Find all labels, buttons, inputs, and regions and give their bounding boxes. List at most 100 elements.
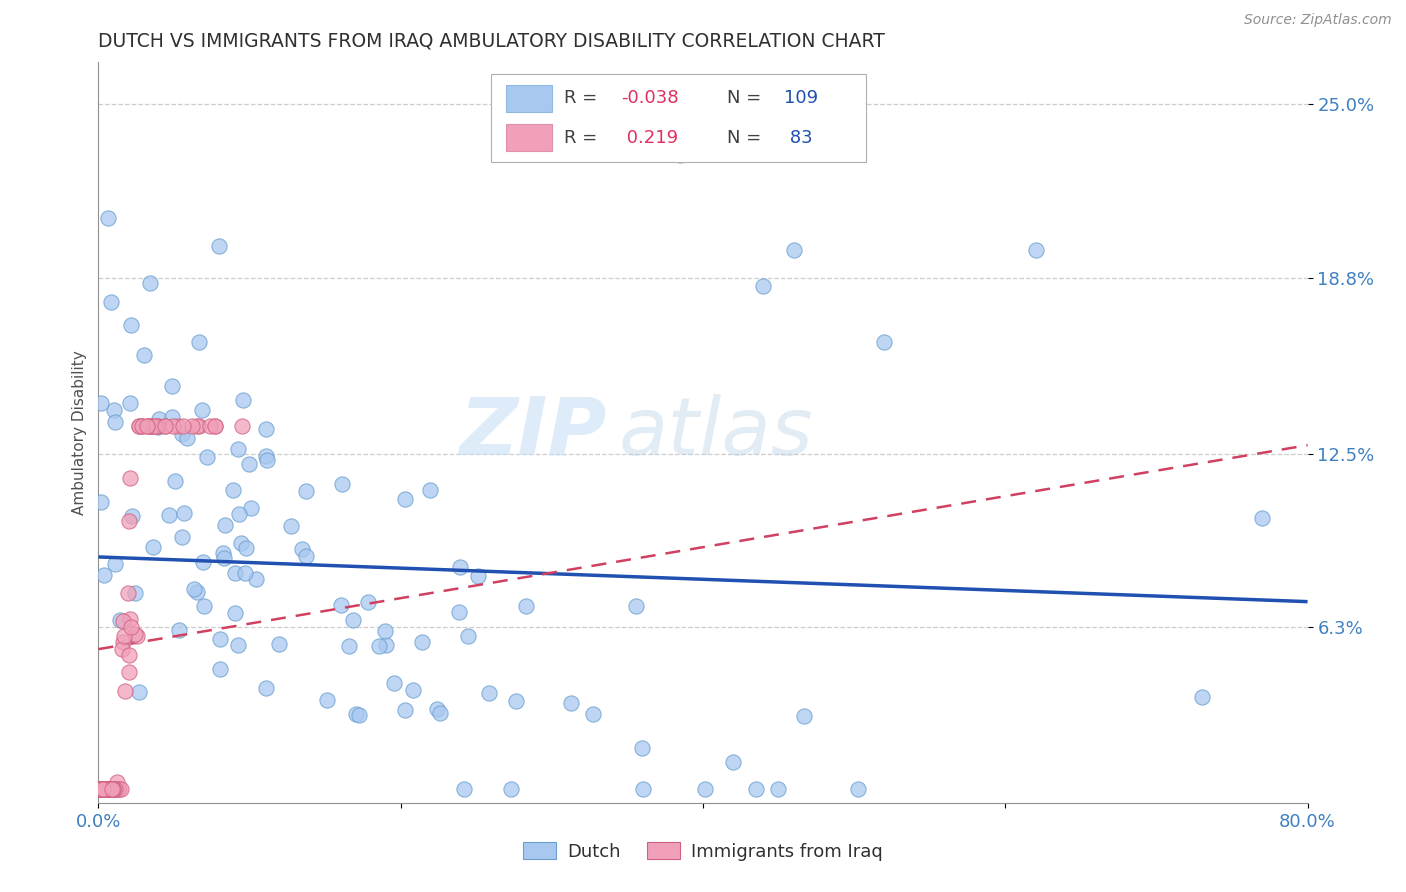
Point: [90, 781, 112, 796]
Point: [93, 781, 115, 796]
Point: [624, 599, 647, 613]
Point: [131, 418, 153, 433]
Point: [114, 684, 136, 698]
Point: [793, 709, 815, 723]
Point: [169, 624, 191, 638]
Point: [112, 635, 135, 649]
Point: [231, 418, 253, 433]
Point: [162, 418, 184, 433]
Point: [228, 442, 250, 456]
Point: [97, 211, 120, 225]
Text: 83: 83: [785, 128, 813, 146]
Point: [146, 418, 169, 433]
Point: [172, 418, 194, 433]
Point: [467, 569, 489, 583]
Point: [101, 781, 124, 796]
Point: [240, 500, 263, 515]
Point: [172, 427, 194, 442]
Point: [457, 629, 479, 643]
Point: [103, 781, 125, 796]
Point: [560, 696, 582, 710]
Point: [267, 637, 290, 651]
Point: [224, 566, 246, 580]
Point: [347, 708, 370, 723]
Point: [93, 568, 115, 582]
Text: DUTCH VS IMMIGRANTS FROM IRAQ AMBULATORY DISABILITY CORRELATION CHART: DUTCH VS IMMIGRANTS FROM IRAQ AMBULATORY…: [98, 31, 886, 50]
Point: [231, 535, 253, 549]
Point: [125, 629, 148, 643]
Point: [505, 694, 527, 708]
Point: [499, 781, 522, 796]
Point: [186, 418, 208, 433]
Point: [146, 419, 169, 434]
Point: [90, 781, 112, 796]
Point: [121, 508, 143, 523]
Point: [114, 629, 136, 643]
Point: [186, 585, 208, 599]
Point: [846, 781, 869, 796]
Point: [89, 781, 111, 796]
Point: [254, 422, 277, 436]
Point: [180, 418, 202, 433]
Point: [204, 418, 226, 433]
Point: [118, 471, 141, 485]
Point: [146, 418, 169, 433]
Point: [633, 781, 655, 796]
Point: [90, 494, 112, 508]
Point: [382, 676, 405, 690]
Point: [97, 781, 120, 796]
FancyBboxPatch shape: [506, 124, 551, 151]
Point: [118, 665, 141, 679]
Text: R =: R =: [564, 89, 603, 107]
Point: [176, 431, 198, 445]
Point: [631, 740, 654, 755]
Point: [419, 483, 441, 498]
Point: [344, 706, 367, 721]
Text: N =: N =: [727, 89, 768, 107]
Point: [103, 403, 125, 417]
Point: [224, 606, 246, 620]
Point: [453, 781, 475, 796]
Text: atlas: atlas: [619, 393, 813, 472]
Point: [695, 781, 717, 796]
Point: [98, 781, 121, 796]
Point: [98, 781, 121, 796]
Point: [160, 409, 183, 424]
Point: [89, 781, 111, 796]
Point: [233, 566, 256, 580]
Point: [101, 781, 124, 796]
Point: [226, 639, 249, 653]
Point: [256, 453, 278, 467]
Point: [89, 781, 111, 796]
Point: [214, 518, 236, 533]
Point: [315, 693, 337, 707]
Legend: Dutch, Immigrants from Iraq: Dutch, Immigrants from Iraq: [516, 835, 890, 868]
Point: [90, 781, 112, 796]
Point: [752, 279, 775, 293]
Point: [107, 781, 129, 796]
Point: [89, 781, 111, 796]
Point: [111, 642, 134, 657]
Point: [104, 415, 127, 429]
Point: [100, 781, 122, 796]
Point: [195, 450, 218, 465]
Point: [873, 334, 896, 349]
Point: [200, 418, 222, 433]
Point: [204, 418, 226, 433]
Text: -0.038: -0.038: [621, 89, 679, 107]
Point: [107, 781, 129, 796]
Point: [375, 638, 398, 652]
Point: [97, 781, 120, 796]
Point: [103, 781, 125, 796]
Point: [291, 541, 314, 556]
Point: [118, 514, 141, 528]
Point: [295, 483, 318, 498]
Point: [94, 781, 117, 796]
Point: [394, 703, 416, 717]
Point: [124, 627, 146, 641]
Point: [357, 595, 380, 609]
Point: [160, 378, 183, 392]
Point: [190, 403, 212, 417]
Point: [374, 624, 396, 638]
Point: [211, 545, 233, 559]
